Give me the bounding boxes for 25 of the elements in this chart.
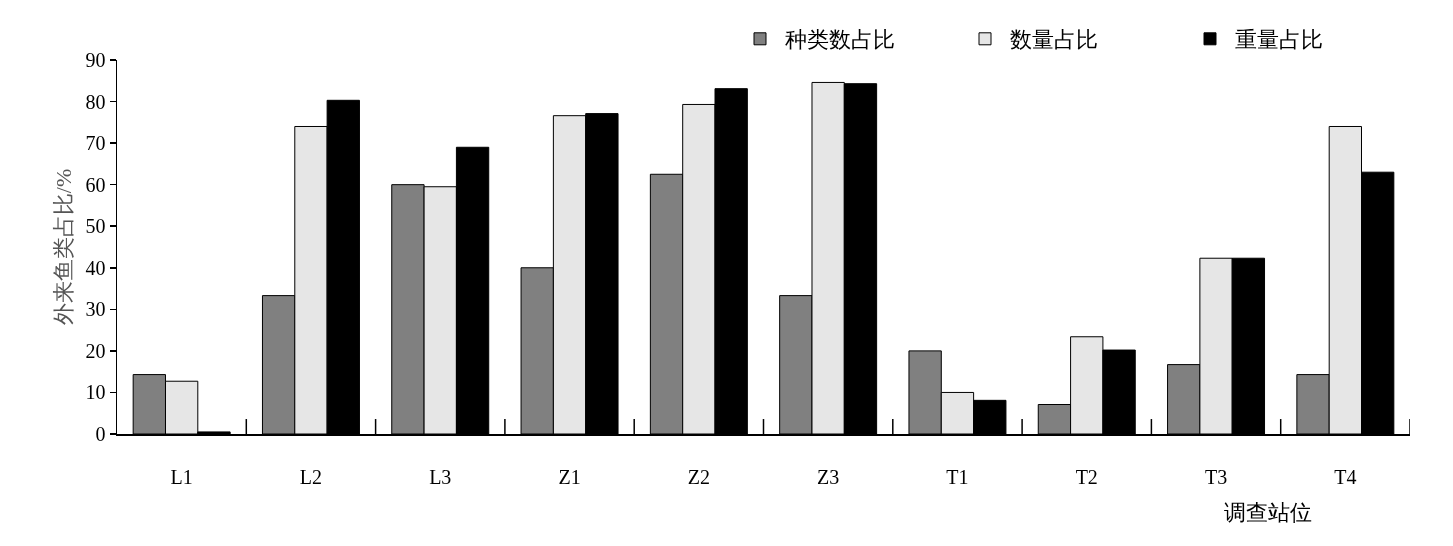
y-tick-label: 50: [85, 215, 106, 238]
y-tick-label: 40: [85, 256, 106, 279]
y-tick-label: 30: [85, 298, 106, 321]
x-tick-label: L2: [299, 465, 323, 488]
legend-label: 数量占比: [1010, 27, 1098, 53]
y-tick-label: 20: [85, 339, 106, 362]
x-tick-label: T4: [1334, 465, 1357, 488]
x-tick-label: Z2: [687, 465, 710, 488]
y-tick-label: 60: [85, 173, 106, 196]
x-tick-label: T3: [1204, 465, 1228, 488]
legend-label: 种类数占比: [785, 27, 895, 53]
y-axis-title: 外来鱼类占比/%: [50, 168, 76, 326]
x-axis-title: 调查站位: [1224, 500, 1312, 525]
x-tick-label: Z1: [558, 465, 581, 488]
x-tick-label: Z3: [817, 465, 840, 488]
y-tick-label: 10: [85, 381, 106, 404]
legend-label: 重量占比: [1235, 27, 1323, 53]
x-tick-label: T1: [946, 465, 969, 488]
y-tick-label: 0: [95, 423, 106, 445]
x-tick-label: L1: [170, 465, 193, 488]
x-tick-label: L3: [429, 465, 452, 488]
y-tick-label: 90: [85, 49, 106, 71]
y-tick-label: 70: [85, 132, 106, 155]
x-tick-label: T2: [1075, 465, 1098, 488]
y-tick-label: 80: [85, 90, 106, 113]
